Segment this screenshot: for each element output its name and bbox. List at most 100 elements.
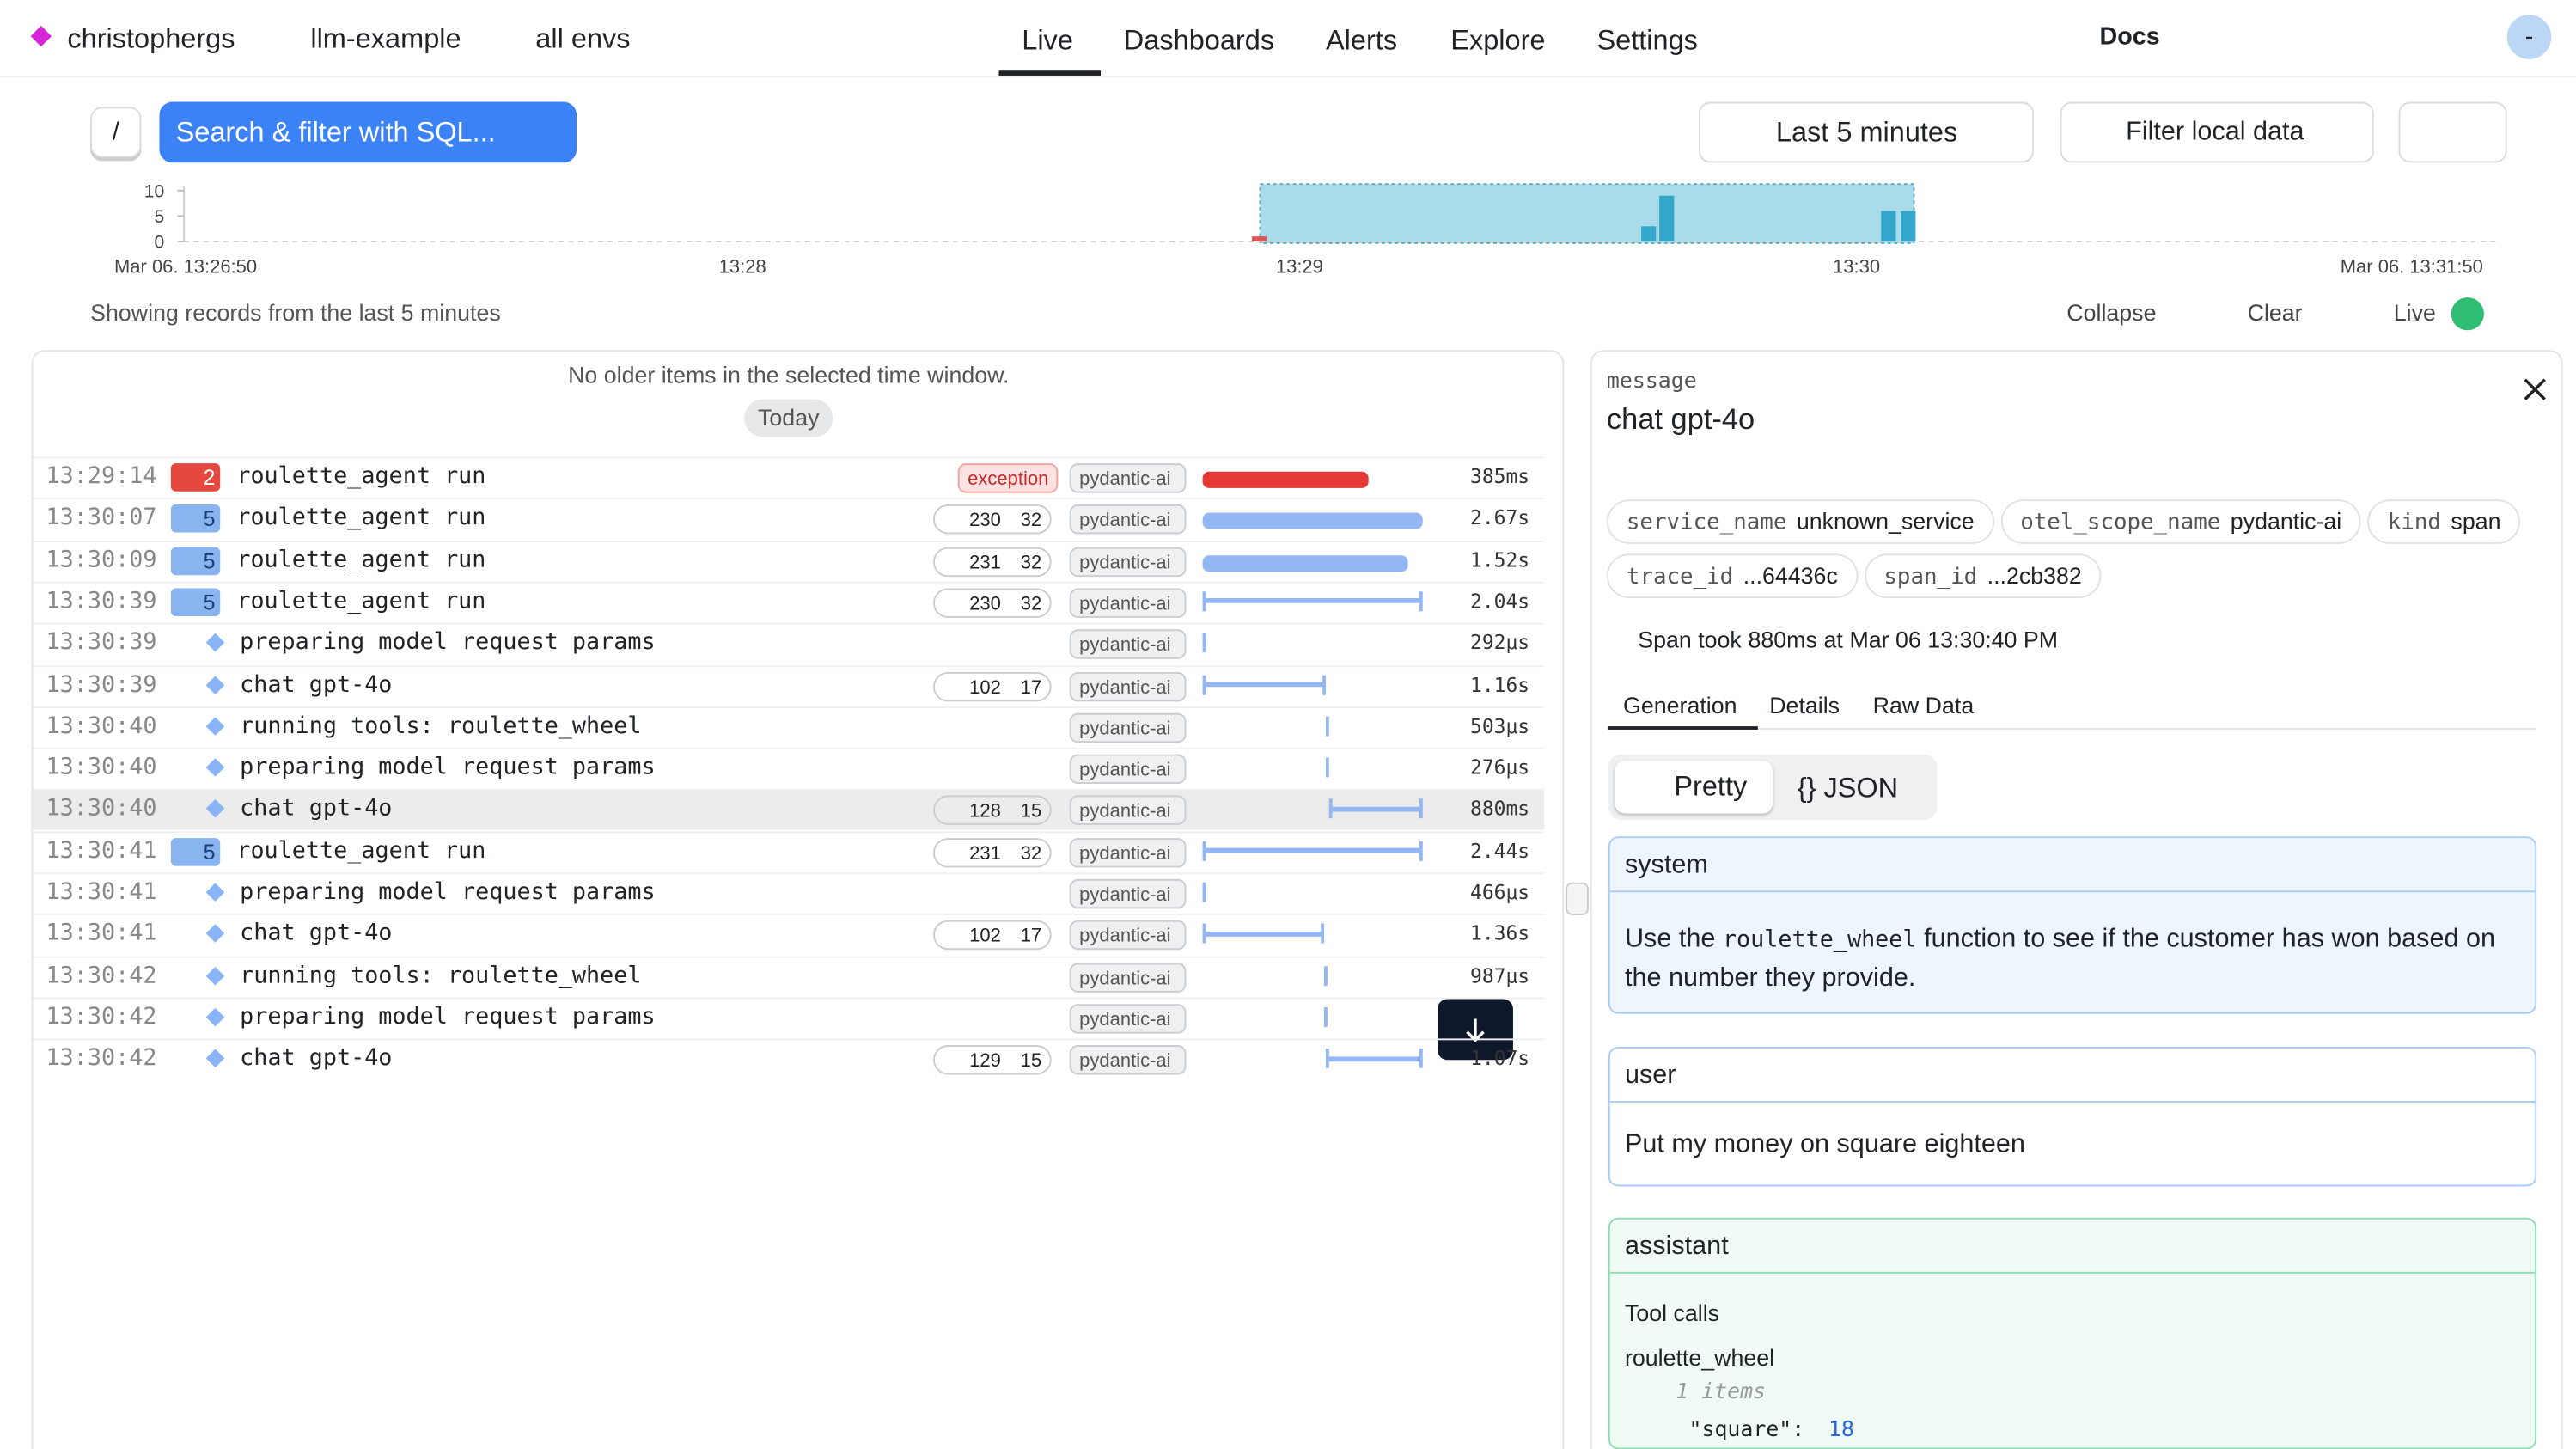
scope-tag: pydantic-ai: [1069, 463, 1187, 493]
child-count[interactable]: 5: [170, 546, 221, 575]
divider: [1609, 890, 2536, 893]
timestamp[interactable]: 13:30:42: [46, 1004, 157, 1030]
close-button[interactable]: [2520, 375, 2549, 414]
view-pretty[interactable]: Pretty: [1615, 761, 1773, 814]
timestamp[interactable]: 13:29:14: [46, 463, 157, 490]
child-count[interactable]: 5: [170, 837, 221, 866]
timestamp[interactable]: 13:30:41: [46, 920, 157, 947]
timestamp[interactable]: 13:30:40: [46, 796, 157, 822]
row-name[interactable]: preparing model request params: [240, 878, 656, 906]
attribute-chip[interactable]: service_name unknown_service: [1606, 499, 1994, 544]
detail-tab[interactable]: Details: [1769, 691, 1840, 718]
system-message: system Use the roulette_wheel function t…: [1608, 836, 2537, 1014]
detail-tab[interactable]: Generation: [1623, 691, 1737, 718]
span-timing: Span took 880ms at Mar 06 13:30:40 PM: [1638, 626, 2064, 652]
clear-button[interactable]: Clear: [2247, 298, 2303, 326]
row-name[interactable]: running tools: roulette_wheel: [240, 962, 642, 989]
nav-tab[interactable]: Explore: [1450, 24, 1546, 57]
user-message: user Put my money on square eighteen: [1608, 1046, 2537, 1187]
live-toggle[interactable]: Live: [2393, 298, 2436, 326]
timestamp[interactable]: 13:30:07: [46, 504, 157, 532]
row-name[interactable]: roulette_agent run: [236, 463, 486, 490]
timestamp[interactable]: 13:30:09: [46, 546, 157, 573]
child-count[interactable]: 5: [170, 588, 221, 616]
duration: 1.07s: [1470, 1047, 1530, 1071]
row-name[interactable]: roulette_agent run: [236, 504, 486, 532]
timestamp[interactable]: 13:30:39: [46, 629, 157, 657]
timestamp[interactable]: 13:30:40: [46, 712, 157, 740]
span-bar: [1202, 554, 1408, 572]
docs-link[interactable]: Docs: [2099, 22, 2160, 52]
org-selector[interactable]: christophergs: [67, 22, 235, 55]
timestamp[interactable]: 13:30:42: [46, 1045, 157, 1072]
row-name[interactable]: preparing model request params: [240, 1004, 656, 1030]
detail-tab[interactable]: Raw Data: [1872, 691, 1975, 718]
span-bar: [1324, 1006, 1328, 1027]
view-toggle[interactable]: [2398, 101, 2507, 163]
timestamp[interactable]: 13:30:39: [46, 588, 157, 614]
attribute-chip[interactable]: span_id ...2cb382: [1864, 553, 2102, 598]
tool-name: roulette_wheel: [1624, 1344, 1775, 1371]
row-name[interactable]: preparing model request params: [240, 629, 656, 657]
status-text: Showing records from the last 5 minutes: [90, 298, 501, 326]
timing-part: Span took: [1638, 626, 1742, 653]
search-button[interactable]: Search & filter with SQL...: [159, 101, 577, 163]
filter-button[interactable]: Filter local data: [2060, 101, 2374, 163]
project-selector[interactable]: llm-example: [310, 22, 461, 55]
row-name[interactable]: running tools: roulette_wheel: [240, 712, 642, 740]
attribute-chip[interactable]: kind span: [2367, 499, 2521, 544]
scope-tag: pydantic-ai: [1069, 1004, 1187, 1034]
view-json[interactable]: {} JSON: [1797, 772, 1899, 804]
output-tokens: 15: [1020, 802, 1042, 822]
timestamp[interactable]: 13:30:42: [46, 962, 157, 989]
nav-tab[interactable]: Alerts: [1325, 24, 1398, 57]
shortcut-key[interactable]: /: [90, 107, 142, 158]
child-count[interactable]: 5: [170, 504, 221, 534]
span-bar: [1202, 841, 1423, 861]
row-name[interactable]: preparing model request params: [240, 754, 656, 781]
timestamp[interactable]: 13:30:41: [46, 878, 157, 906]
span-bar: [1202, 924, 1325, 945]
row-divider: [33, 540, 1545, 542]
duration: 385ms: [1470, 465, 1530, 488]
y-tick-label: 10: [144, 181, 164, 201]
text-part: function to see if the customer has won …: [1624, 925, 2495, 993]
duration: 2.04s: [1470, 590, 1530, 613]
row-name[interactable]: roulette_agent run: [236, 588, 486, 614]
child-count[interactable]: 2: [170, 463, 221, 492]
timestamp[interactable]: 13:30:40: [46, 754, 157, 781]
row-divider: [33, 1038, 1545, 1041]
nav-tab[interactable]: Settings: [1596, 24, 1698, 57]
histogram-bar: [1251, 236, 1267, 242]
attribute-key: otel_scope_name: [2020, 509, 2221, 536]
nav-tab[interactable]: Live: [1022, 24, 1073, 57]
message-text: Use the roulette_wheel function to see i…: [1625, 920, 2512, 998]
row-divider: [33, 830, 1545, 833]
logo[interactable]: [30, 25, 52, 47]
row-name[interactable]: roulette_agent run: [236, 837, 486, 865]
row-divider: [33, 789, 1545, 792]
attribute-chip[interactable]: otel_scope_name pydantic-ai: [2000, 499, 2362, 544]
attribute-value: pydantic-ai: [2230, 507, 2342, 535]
attribute-key: span_id: [1883, 563, 1978, 590]
row-name[interactable]: chat gpt-4o: [240, 671, 393, 698]
collapse-button[interactable]: Collapse: [2066, 298, 2157, 326]
output-tokens: 32: [1020, 594, 1042, 614]
row-name[interactable]: chat gpt-4o: [240, 920, 393, 947]
attribute-chip[interactable]: trace_id ...64436c: [1606, 553, 1858, 598]
resize-handle[interactable]: [1566, 882, 1589, 915]
avatar[interactable]: -: [2506, 15, 2552, 59]
span-bar: [1202, 674, 1326, 694]
nav-tab[interactable]: Dashboards: [1123, 24, 1275, 57]
row-name[interactable]: chat gpt-4o: [240, 1045, 393, 1072]
timestamp[interactable]: 13:30:41: [46, 837, 157, 865]
row-name[interactable]: chat gpt-4o: [240, 796, 393, 822]
divider: [1609, 1271, 2536, 1274]
timestamp[interactable]: 13:30:39: [46, 671, 157, 698]
time-range[interactable]: Last 5 minutes: [1699, 101, 2035, 163]
env-selector[interactable]: all envs: [535, 22, 631, 55]
row-name[interactable]: roulette_agent run: [236, 546, 486, 573]
row-divider: [33, 623, 1545, 625]
input-tokens: 128: [969, 802, 1001, 822]
